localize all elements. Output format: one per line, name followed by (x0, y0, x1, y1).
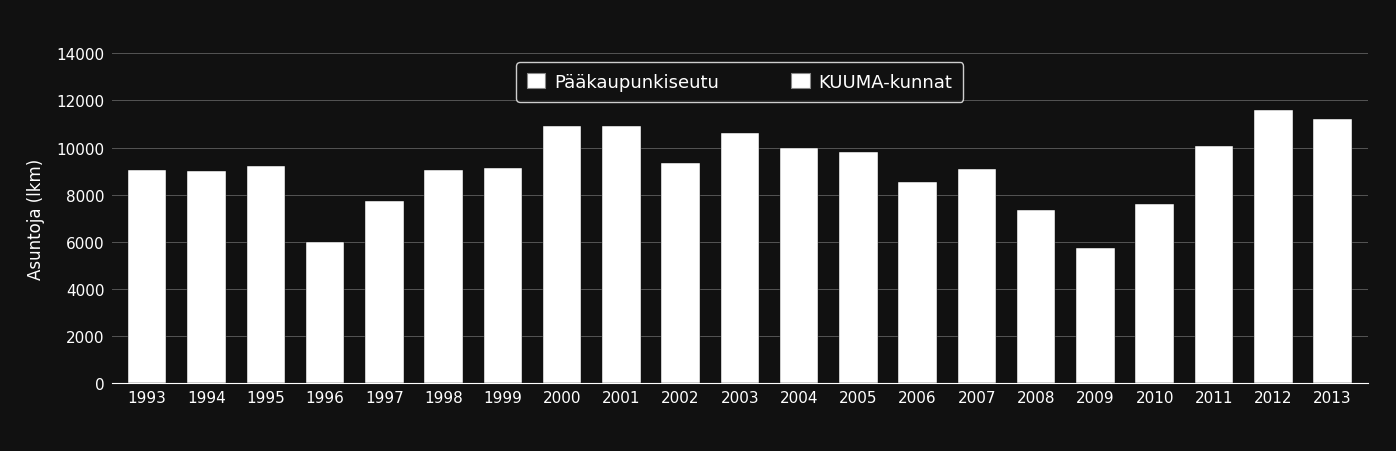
Bar (958, 170, 997, 383)
Bar (306, 242, 345, 383)
Bar (424, 170, 463, 383)
Bar (1254, 110, 1293, 383)
Bar (1195, 147, 1233, 383)
Bar (543, 127, 581, 383)
Bar (483, 168, 522, 383)
Bar (128, 170, 166, 383)
Bar (780, 148, 818, 383)
Bar (1016, 211, 1055, 383)
Bar (247, 167, 285, 383)
Bar (187, 172, 226, 383)
Bar (602, 127, 641, 383)
Legend: Pääkaupunkiseutu, KUUMA-kunnat: Pääkaupunkiseutu, KUUMA-kunnat (517, 63, 963, 103)
Bar (1076, 248, 1115, 383)
Y-axis label: Asuntoja (lkm): Asuntoja (lkm) (28, 158, 46, 279)
Bar (1135, 205, 1174, 383)
Bar (662, 163, 699, 383)
Bar (720, 134, 759, 383)
Bar (839, 153, 878, 383)
Bar (364, 201, 403, 383)
Bar (1314, 120, 1351, 383)
Bar (899, 182, 937, 383)
